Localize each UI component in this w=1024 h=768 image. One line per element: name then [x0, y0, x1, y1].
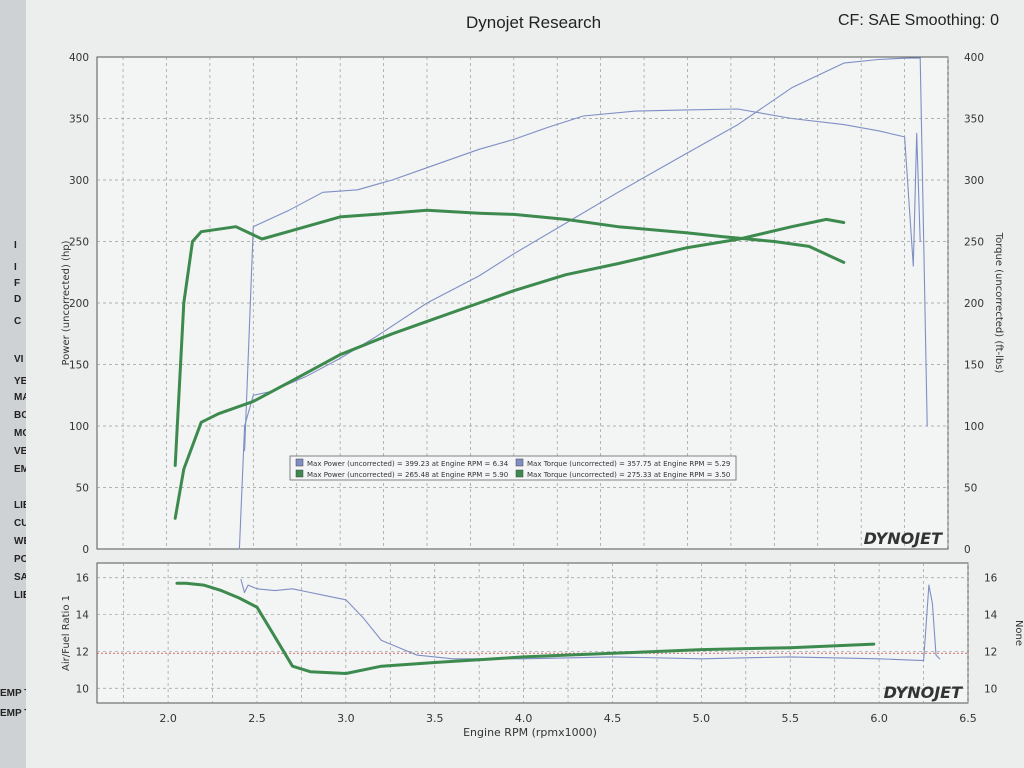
sheet-fragment-label: I — [14, 262, 17, 273]
main-chart: 0 50 100 150 200 250 300 350 400 0 50 100 150 200 250 3… — [61, 52, 1004, 556]
x-tick-label: 4.0 — [515, 712, 533, 725]
y-tick-label: 12 — [76, 646, 89, 658]
y-tick-label: 150 — [69, 360, 89, 372]
sheet-fragment-label: EMP T — [0, 708, 31, 719]
sheet-fragment-label: BO — [14, 410, 29, 421]
y2-tick-label: 150 — [964, 360, 984, 372]
y2-tick-label: 12 — [984, 646, 997, 658]
sheet-fragment-label: D — [14, 294, 22, 305]
y-tick-label: 200 — [69, 298, 89, 310]
legend-box — [289, 455, 737, 481]
sheet-fragment-label: EMI — [14, 464, 32, 475]
legend-swatch — [515, 469, 524, 478]
sheet-fragment-label: WES — [14, 536, 37, 547]
x-tick-label: 5.0 — [693, 712, 711, 725]
series-line-power-run-2 — [173, 217, 846, 520]
y2-tick-label: 100 — [964, 421, 984, 433]
plot-frame — [96, 562, 969, 704]
x-tick-label: 2.0 — [159, 712, 177, 725]
y-tick-label: 16 — [76, 573, 90, 585]
y2-tick-label: 16 — [984, 573, 998, 585]
y-tick-label: 100 — [69, 421, 89, 433]
y-tick-label: 250 — [69, 237, 89, 249]
x-axis-label: Engine RPM (rpmx1000) — [463, 726, 597, 739]
y2-axis-label: Torque (uncorrected) (ft-lbs) — [993, 232, 1004, 374]
x-tick-label: 5.5 — [781, 712, 799, 725]
y-axis-label: Power (uncorrected) (hp) — [61, 240, 72, 365]
page-title: Dynojet Research — [466, 13, 602, 32]
y2-tick-label: 10 — [984, 683, 997, 695]
y-tick-label: 300 — [69, 175, 89, 187]
y-tick-label: 50 — [76, 483, 89, 495]
sheet-fragment-label: EMP T — [0, 688, 31, 699]
sheet-fragment-label: I — [14, 240, 17, 251]
series-line-torque-run-1 — [244, 108, 921, 452]
x-tick-label: 2.5 — [248, 712, 266, 725]
legend-swatch — [295, 458, 304, 467]
sheet-fragment-label: C — [14, 316, 22, 327]
x-tick-label: 6.0 — [870, 712, 888, 725]
dynojet-logo: DYNOJET — [884, 683, 964, 702]
y2-tick-label: 0 — [964, 544, 971, 556]
legend-entry: Max Power (uncorrected) = 265.48 at Engi… — [307, 471, 508, 479]
y2-axis-label: None — [1013, 620, 1024, 646]
sheet-fragment-label: YE — [14, 376, 28, 387]
y-tick-label: 400 — [69, 52, 89, 64]
sheet-fragment-label: LIEN — [14, 500, 37, 511]
sheet-fragment-label: MA — [14, 392, 30, 403]
legend-swatch — [515, 458, 524, 467]
y-tick-label: 350 — [69, 114, 89, 126]
sheet-fragment-label: VI — [14, 354, 24, 365]
y2-tick-label: 14 — [984, 610, 998, 622]
legend-entry: Max Torque (uncorrected) = 275.33 at Eng… — [527, 471, 730, 479]
y-axis-label: Air/Fuel Ratio 1 — [61, 595, 72, 671]
series-line-torque-run-2 — [173, 208, 846, 467]
y2-tick-label: 200 — [964, 298, 984, 310]
y2-tick-label: 250 — [964, 237, 984, 249]
series-line-afr-run-2 — [175, 581, 876, 675]
y-tick-label: 10 — [76, 683, 89, 695]
x-tick-label: 6.5 — [959, 712, 977, 725]
legend-entry: Max Torque (uncorrected) = 357.75 at Eng… — [527, 460, 730, 468]
x-tick-label: 3.5 — [426, 712, 444, 725]
y2-tick-label: 350 — [964, 114, 984, 126]
sheet-fragment-label: VEI — [14, 446, 31, 457]
y-tick-label: 14 — [76, 610, 90, 622]
sheet-fragment-label: CUS — [14, 518, 36, 529]
x-tick-label: 3.0 — [337, 712, 355, 725]
x-tick-label: 4.5 — [604, 712, 622, 725]
dynojet-logo: DYNOJET — [864, 529, 944, 548]
y-tick-label: 0 — [82, 544, 89, 556]
sheet-fragment-label: MO — [14, 428, 31, 439]
afr-chart: 10 12 14 16 10 12 14 16 Air/Fuel Ratio 1 None DYNO… — [61, 562, 1024, 739]
y2-tick-label: 300 — [964, 175, 984, 187]
y2-tick-label: 50 — [964, 483, 977, 495]
sheet-fragment-label: F — [14, 278, 21, 289]
y2-tick-label: 400 — [964, 52, 984, 64]
correction-factor-label: CF: SAE Smoothing: 0 — [838, 12, 999, 29]
series-line-afr-run-1 — [240, 579, 941, 662]
legend-swatch — [295, 469, 304, 478]
legend-entry: Max Power (uncorrected) = 399.23 at Engi… — [307, 460, 509, 468]
